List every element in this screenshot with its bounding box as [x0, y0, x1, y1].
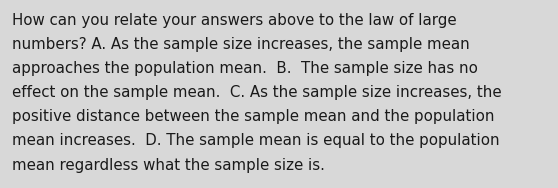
Text: mean regardless what the sample size is.: mean regardless what the sample size is.: [12, 158, 325, 173]
Text: effect on the sample mean.  C. As the sample size increases, the: effect on the sample mean. C. As the sam…: [12, 85, 502, 100]
Text: numbers? A. As the sample size increases, the sample mean: numbers? A. As the sample size increases…: [12, 37, 470, 52]
Text: How can you relate your answers above to the law of large: How can you relate your answers above to…: [12, 13, 457, 28]
Text: positive distance between the sample mean and the population: positive distance between the sample mea…: [12, 109, 495, 124]
Text: mean increases.  D. The sample mean is equal to the population: mean increases. D. The sample mean is eq…: [12, 133, 500, 149]
Text: approaches the population mean.  B.  The sample size has no: approaches the population mean. B. The s…: [12, 61, 478, 76]
